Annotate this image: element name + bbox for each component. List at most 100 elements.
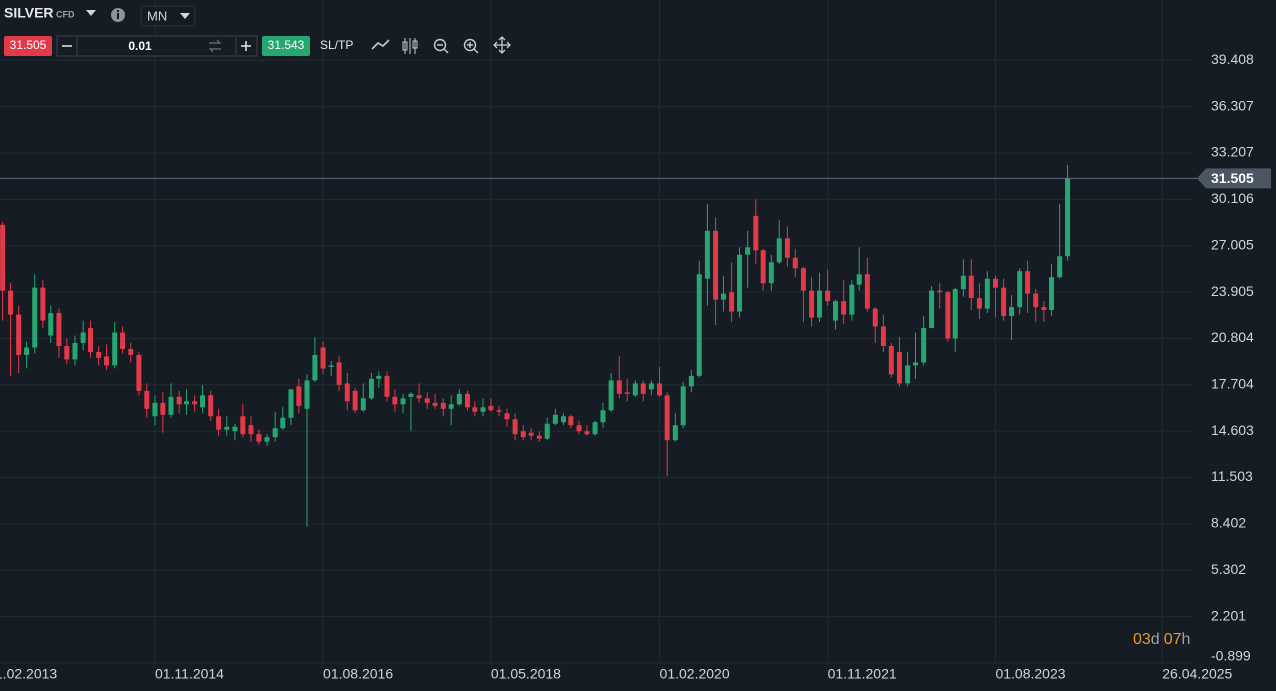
candle-body — [536, 435, 542, 439]
candle-body — [640, 383, 646, 394]
candle-body — [1033, 293, 1039, 308]
candle-body — [800, 268, 806, 291]
candle-body — [816, 290, 822, 318]
candle-body — [688, 375, 694, 387]
candle-body — [360, 398, 366, 411]
candle-body — [248, 425, 254, 435]
candle-body — [208, 395, 214, 417]
zoom-in-icon[interactable] — [463, 38, 477, 52]
sell-price[interactable]: 31.505 — [10, 38, 47, 52]
candle-body — [24, 347, 30, 355]
volume-plus[interactable] — [241, 41, 251, 51]
candle-body — [296, 386, 302, 406]
zoom-in-glyph — [467, 42, 479, 54]
line-chart-icon[interactable] — [371, 39, 390, 50]
candle-body — [552, 414, 558, 424]
countdown-days-unit: d — [1151, 631, 1160, 648]
candle-body — [745, 247, 751, 255]
timeframe-box[interactable] — [140, 5, 196, 27]
candle-body — [320, 347, 326, 369]
y-tick-label: 36.307 — [1211, 97, 1254, 113]
candle-body — [632, 383, 638, 396]
timeframe[interactable]: MN — [147, 8, 167, 23]
candle-body — [864, 274, 870, 309]
candle-body — [1049, 277, 1055, 311]
zoom-out-icon[interactable] — [433, 38, 447, 52]
y-tick-label: 39.408 — [1211, 51, 1254, 67]
candle-body — [112, 332, 118, 366]
sell-button[interactable] — [4, 36, 52, 56]
candle-body — [336, 362, 342, 385]
candle-body — [929, 290, 935, 329]
y-tick-label: 30.106 — [1211, 190, 1254, 206]
toolbar: SILVER CFD MN 31.505 0.01 31.543 SL/TP — [4, 5, 511, 57]
candle-body — [1017, 271, 1023, 308]
symbol-dropdown[interactable] — [86, 10, 96, 16]
candle-body — [720, 293, 726, 300]
y-tick-label: 20.804 — [1211, 329, 1254, 345]
y-tick-label: 11.503 — [1211, 468, 1253, 484]
candle-body — [888, 345, 894, 375]
y-tick-label: 33.207 — [1211, 144, 1254, 160]
x-tick-label: 01.11.2021 — [828, 666, 897, 682]
candle-body — [776, 238, 782, 263]
candle-body — [976, 298, 982, 309]
candle-body — [849, 284, 855, 315]
candle-body — [184, 401, 190, 405]
sltp-button[interactable]: SL/TP — [320, 38, 353, 52]
candle-body — [584, 431, 590, 435]
candle-body — [792, 257, 798, 269]
y-tick-label: 2.201 — [1211, 607, 1246, 623]
candle-body — [528, 432, 534, 436]
candle-body — [256, 434, 262, 442]
candle-body — [352, 390, 358, 411]
symbol[interactable]: SILVER — [4, 5, 54, 21]
candle-body — [576, 425, 582, 432]
candle-body — [905, 365, 911, 384]
candle-body — [312, 354, 318, 381]
candle-body — [0, 224, 6, 291]
timeframe-dropdown[interactable] — [180, 13, 190, 19]
x-tick-label: 26.04.2025 — [1162, 666, 1232, 682]
candle-body — [216, 416, 222, 430]
buy-button[interactable] — [262, 36, 310, 56]
candle-body — [152, 402, 158, 417]
volume-box[interactable] — [56, 35, 258, 57]
pan-icon[interactable] — [493, 36, 511, 54]
candle-body — [809, 290, 815, 318]
candle-body — [192, 401, 198, 405]
candle-body — [168, 396, 174, 415]
countdown-hours-unit: h — [1182, 631, 1191, 648]
y-tick-label: 23.905 — [1211, 283, 1254, 299]
candle-body — [657, 383, 663, 396]
y-tick-label: -0.899 — [1211, 648, 1251, 664]
countdown-days: 03 — [1133, 631, 1151, 648]
candle-body — [392, 396, 398, 405]
candle-body — [921, 328, 927, 363]
info-icon-stem — [117, 13, 119, 19]
candle-body — [400, 398, 406, 405]
candle-body — [504, 413, 510, 420]
candle-body — [960, 275, 966, 290]
candle-body — [344, 383, 350, 402]
candle-body — [608, 380, 614, 411]
candle-body — [937, 290, 943, 293]
y-tick-label: 8.402 — [1211, 515, 1246, 531]
x-tick-label: 01.02.2013 — [0, 666, 57, 682]
candle-icon-body — [402, 41, 408, 51]
candle-body — [448, 404, 454, 409]
swap-icon[interactable] — [208, 39, 222, 53]
buy-price[interactable]: 31.543 — [268, 38, 305, 52]
candle-body — [1025, 271, 1031, 294]
candle-body — [825, 290, 831, 302]
volume[interactable]: 0.01 — [128, 39, 152, 53]
y-tick-label: 17.704 — [1211, 376, 1254, 392]
candle-body — [872, 308, 878, 327]
candle-body — [64, 345, 70, 360]
y-tick-label: 5.302 — [1211, 561, 1246, 577]
x-tick-label: 01.02.2020 — [660, 666, 730, 682]
candle-body — [992, 278, 998, 288]
candle-body — [160, 402, 166, 415]
